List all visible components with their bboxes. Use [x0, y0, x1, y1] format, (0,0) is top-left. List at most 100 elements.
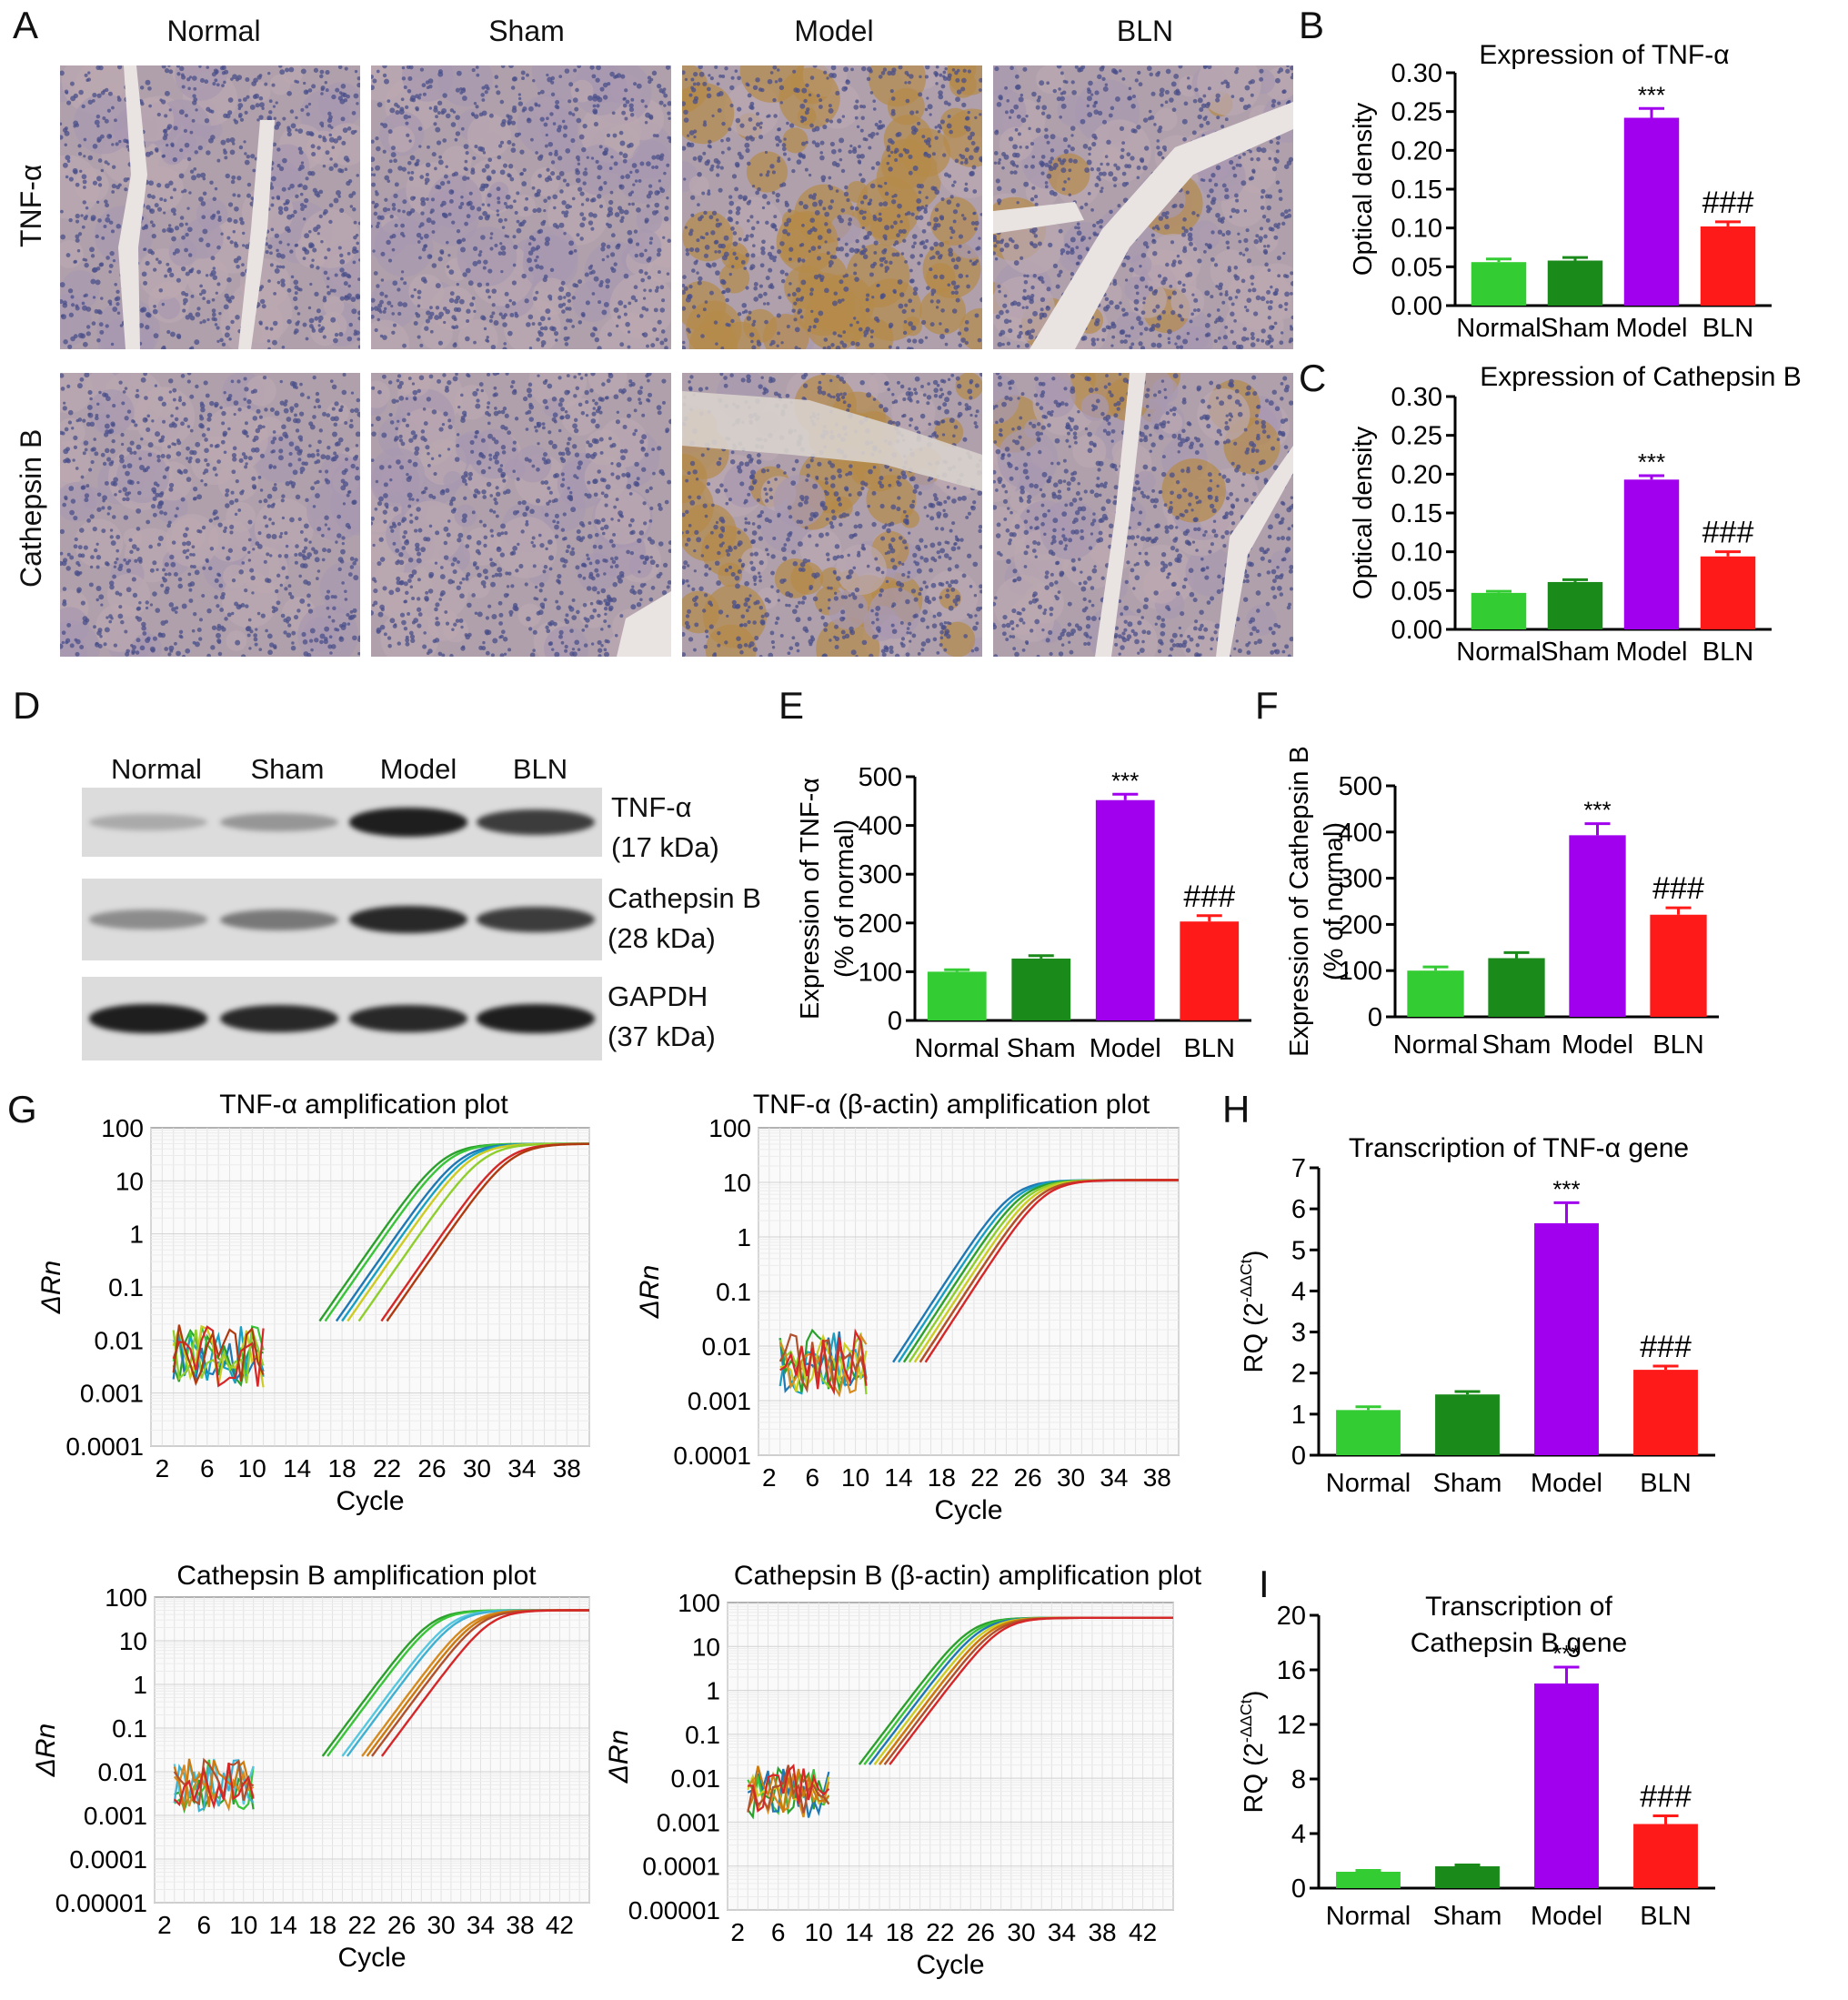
y-tick-label: 0.001 [80, 1380, 144, 1408]
x-tick-label: BLN [1702, 638, 1753, 667]
significance-label: *** [1552, 1640, 1580, 1667]
y-tick-label: 0.01 [98, 1758, 148, 1786]
wb-band [220, 812, 338, 832]
bar-normal [1407, 970, 1464, 1017]
panel-label-e: E [778, 684, 805, 727]
x-tick-label: Model [1562, 1030, 1633, 1060]
x-tick-label: Sham [1541, 638, 1610, 667]
chart-b: Expression of TNF-α 0.00 0.05 0.10 0.15 0.20 0… [1349, 40, 1772, 343]
y-axis-label-1: Expression of TNF-α [796, 778, 825, 1020]
wb-lane-sham: Sham [250, 753, 325, 785]
bar-normal [1471, 262, 1527, 306]
bar-sham [1547, 260, 1603, 306]
chart-title-1: Transcription of [1425, 1592, 1612, 1622]
significance-label: ### [1652, 871, 1704, 906]
ihc-col-sham: Sham [488, 15, 565, 47]
x-tick-label: 34 [507, 1454, 536, 1482]
y-tick-label: 10 [692, 1633, 720, 1661]
y-axis-label: Optical density [1349, 102, 1378, 276]
micrograph-tnf-sham [371, 65, 671, 349]
x-tick-label: 18 [928, 1463, 956, 1492]
y-tick-label: 0.10 [1391, 538, 1442, 568]
chart-h: Transcription of TNF-α gene 0 1 2 3 4 5 6 7 RQ (2… [1237, 1137, 1715, 1498]
micrograph-cathepsin-normal [60, 373, 360, 657]
y-tick-label: 2 [1291, 1360, 1306, 1389]
noise-trace [172, 1325, 265, 1388]
noise-trace [779, 1328, 868, 1396]
y-tick-label: 0.0001 [642, 1853, 720, 1881]
y-tick-label: 0.01 [671, 1764, 721, 1793]
wb-tnf-name: TNF-α [611, 791, 692, 823]
x-tick-label: Model [1090, 1034, 1161, 1063]
micrograph-cathepsin-bln [993, 373, 1293, 657]
wb-band [89, 813, 207, 831]
bar-bln [1180, 921, 1240, 1020]
significance-label: *** [1111, 767, 1139, 794]
y-tick-label: 1 [133, 1671, 147, 1699]
x-tick-label: BLN [1640, 1902, 1691, 1931]
x-tick-label: Model [1531, 1469, 1602, 1498]
y-axis-label: RQ (2-ΔΔCt) [1237, 1691, 1269, 1814]
wb-label-gapdh: GAPDH (37 kDa) [608, 977, 716, 1057]
y-tick-label: 0.0001 [673, 1442, 751, 1470]
plot-title: Cathepsin B (β-actin) amplification plot [734, 1561, 1202, 1591]
y-tick-label: 0.25 [1391, 422, 1442, 451]
y-axis-label: ΔRn [36, 1261, 66, 1314]
y-tick-label: 20 [1277, 1602, 1306, 1631]
ihc-row-tnf: TNF-α [15, 164, 47, 247]
y-tick-label: 0.1 [108, 1273, 144, 1302]
x-tick-label: Normal [1456, 314, 1541, 343]
wb-band [89, 910, 207, 930]
y-tick-label: 1 [129, 1221, 144, 1249]
x-axis-label: Cycle [336, 1486, 404, 1516]
y-tick-label: 0.15 [1391, 176, 1442, 205]
y-tick-label: 0.05 [1391, 577, 1442, 606]
micrograph-tnf-bln [993, 65, 1293, 349]
micrograph-tnf-normal [60, 65, 360, 349]
plot-title: TNF-α (β-actin) amplification plot [753, 1090, 1150, 1120]
x-tick-label: Sham [1433, 1469, 1502, 1498]
x-tick-label: 42 [546, 1911, 574, 1939]
x-tick-label: BLN [1652, 1030, 1703, 1060]
panel-label-f: F [1255, 684, 1279, 727]
x-tick-label: 22 [373, 1454, 401, 1482]
y-tick-label: 300 [859, 860, 902, 889]
y-tick-label: 0.001 [84, 1802, 147, 1830]
amplification-curve [924, 1179, 1179, 1363]
significance-label: ### [1183, 879, 1235, 914]
significance-label: ### [1702, 186, 1754, 220]
y-tick-label: 0.00 [1391, 292, 1442, 321]
wb-tnf-kda: (17 kDa) [611, 831, 719, 863]
x-tick-label: 6 [200, 1454, 215, 1482]
y-tick-label: 0.30 [1391, 383, 1442, 412]
bar-normal [1471, 592, 1527, 629]
x-axis-label: Cycle [934, 1495, 1002, 1525]
y-tick-label: 0.00001 [55, 1889, 147, 1917]
x-tick-label: 10 [238, 1454, 266, 1482]
wb-lane-normal: Normal [111, 753, 202, 785]
y-tick-label: 0.01 [95, 1326, 145, 1354]
bar-bln [1633, 1370, 1698, 1455]
y-tick-label: 0.20 [1391, 460, 1442, 489]
wb-band [89, 1004, 207, 1033]
significance-label: ### [1640, 1330, 1692, 1364]
y-axis-label: ΔRn [635, 1265, 665, 1319]
x-tick-label: 18 [308, 1911, 336, 1939]
wb-band [477, 1004, 595, 1033]
plot-title: TNF-α amplification plot [219, 1090, 508, 1120]
wb-band [477, 906, 595, 933]
wb-band [349, 905, 467, 934]
x-tick-label: 22 [348, 1911, 377, 1939]
noise-trace [748, 1764, 830, 1813]
wb-label-tnf: TNF-α (17 kDa) [611, 788, 719, 868]
x-tick-label: Sham [1433, 1902, 1502, 1931]
bar-sham [1547, 581, 1603, 629]
bar-model [1534, 1683, 1599, 1888]
x-tick-label: 10 [229, 1911, 257, 1939]
y-tick-label: 0.25 [1391, 98, 1442, 127]
ihc-col-model: Model [794, 15, 874, 47]
x-tick-label: 34 [467, 1911, 495, 1939]
chart-g4: Cathepsin B (β-actin) amplification plot… [604, 1561, 1202, 1980]
y-tick-label: 400 [859, 812, 902, 841]
